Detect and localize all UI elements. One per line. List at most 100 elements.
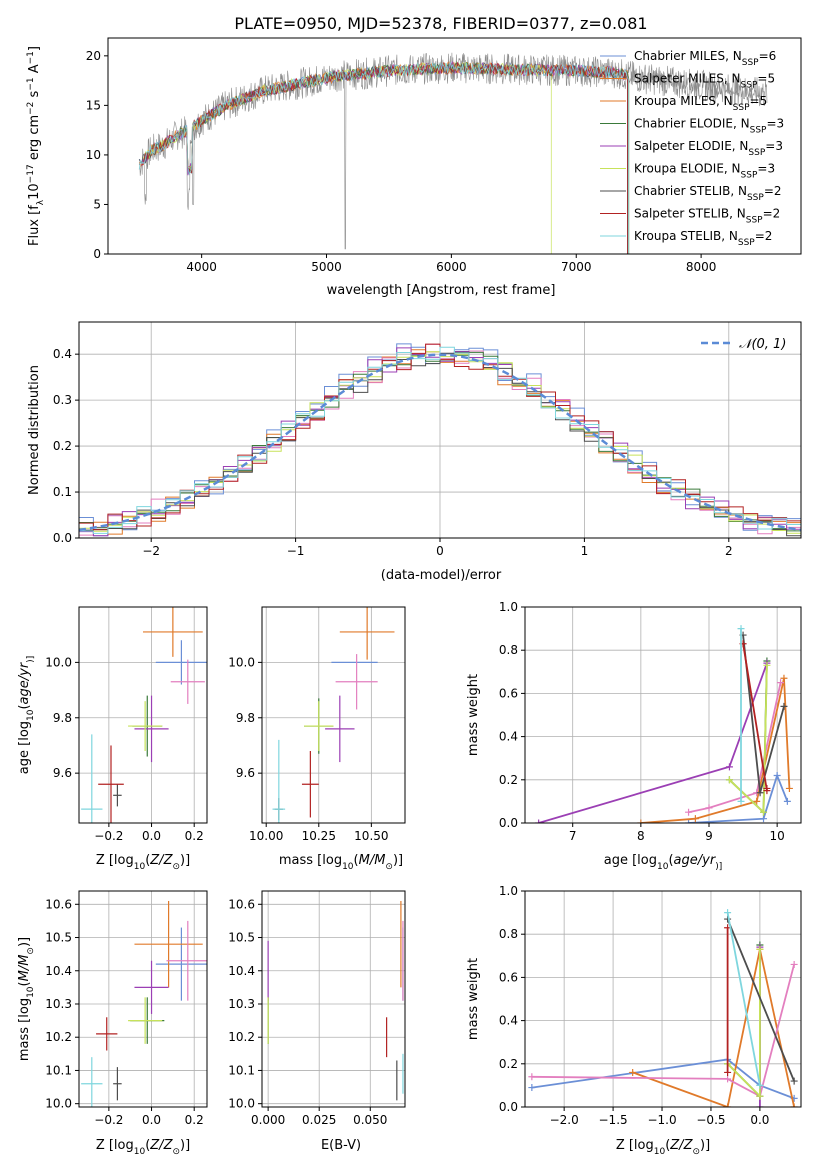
spectrum-legend: Chabrier MILES, NSSP=6 Salpeter MILES, NS… bbox=[600, 49, 784, 248]
mw-age-marker-1-3 bbox=[773, 771, 781, 779]
mw-age-marker-1-4 bbox=[783, 797, 791, 805]
mw-age-marker-9-1 bbox=[737, 625, 745, 633]
age-z-ytick-label: 10.0 bbox=[45, 655, 72, 669]
spectrum-ytick-label: 5 bbox=[93, 197, 101, 211]
age-z-xlabel: Z [log10(Z/Z⊙)] bbox=[96, 853, 190, 872]
age-z-xtick-label: −0.2 bbox=[94, 829, 123, 843]
mw-age-ytick-label: 0.4 bbox=[499, 730, 518, 744]
gaussian-legend-label: 𝒩(0, 1) bbox=[739, 337, 786, 352]
mw-age-marker-2-3 bbox=[753, 797, 761, 805]
mw-age-ytick-label: 0.0 bbox=[499, 816, 518, 830]
mass-ebv-ytick-label: 10.6 bbox=[228, 897, 255, 911]
mw-z-marker-6-3 bbox=[756, 945, 764, 953]
mass-z-ytick-label: 10.5 bbox=[45, 931, 72, 945]
residual-panel: −2 −1 0 1 2 0.0 0.1 0.2 0.3 0.4 𝒩(0, 1) (data-mod… bbox=[27, 321, 802, 583]
residual-ytick-label: 0.1 bbox=[53, 485, 72, 499]
mass-z-ytick-label: 10.2 bbox=[45, 1030, 72, 1044]
age-mass-xtick-label: 10.25 bbox=[302, 829, 336, 843]
residual-series bbox=[78, 343, 802, 538]
mw-age-marker-2-5 bbox=[785, 784, 793, 792]
mw-age-marker-2-1 bbox=[637, 819, 645, 823]
age-mass-ytick-label: 9.6 bbox=[236, 766, 255, 780]
mw-age-marker-3-4 bbox=[777, 679, 785, 687]
mw-z-marker-2-4 bbox=[790, 1103, 798, 1107]
mass-z-frame bbox=[78, 890, 208, 1108]
mw-z-ylabel: mass weight bbox=[466, 958, 481, 1040]
model-fit-line-8 bbox=[141, 61, 628, 254]
mw-z-ytick-label: 0.8 bbox=[499, 927, 518, 941]
mw-z-marker-6-2 bbox=[756, 1092, 764, 1100]
mw-z-marker-3-1 bbox=[528, 1073, 536, 1081]
mass-ebv-xtick-label: 0.050 bbox=[353, 1113, 387, 1127]
mass-z-xtick-label: 0.2 bbox=[185, 1113, 204, 1127]
legend-label-9: Kroupa STELIB, NSSP=2 bbox=[634, 229, 772, 248]
mw-z-line-7 bbox=[726, 918, 795, 1082]
legend-label-4: Chabrier ELODIE, NSSP=3 bbox=[634, 117, 784, 136]
model-fit-line-7 bbox=[138, 61, 628, 254]
mw-z-marker-3-4 bbox=[790, 960, 798, 968]
mw-z-line-1 bbox=[531, 1058, 795, 1100]
residual-xtick-label: −2 bbox=[142, 544, 160, 558]
age-mass-xlabel: mass [log10(M/M⊙)] bbox=[279, 853, 403, 872]
mass-weight-vs-metallicity-panel: −2.0 −1.5 −1.0 −0.5 0.0 0.0 0.2 0.4 0.6 0.8 1.0 Z [… bbox=[466, 884, 802, 1157]
mw-z-marker-1-1 bbox=[528, 1084, 536, 1092]
spectrum-xlabel: wavelength [Angstrom, rest frame] bbox=[327, 283, 556, 298]
mass-z-xtick-label: −0.2 bbox=[94, 1113, 123, 1127]
spectrum-ylabel: Flux [fλ10−17 erg cm−2 s−1 A−1] bbox=[26, 46, 46, 246]
spectrum-series bbox=[138, 52, 768, 254]
mw-z-marker-9-2 bbox=[756, 1081, 764, 1089]
mw-z-ytick-label: 0.0 bbox=[499, 1100, 518, 1114]
model-fit-line-2 bbox=[140, 61, 630, 254]
residual-xtick-label: −1 bbox=[287, 544, 305, 558]
mw-age-line-3 bbox=[688, 682, 782, 814]
mw-z-marker-5-1 bbox=[756, 1103, 764, 1107]
age-mass-ytick-label: 10.0 bbox=[228, 655, 255, 669]
mw-z-marker-2-1 bbox=[629, 1068, 637, 1076]
mw-z-xtick-label: −2.0 bbox=[550, 1113, 579, 1127]
mw-z-xlabel: Z [log10(Z/Z⊙)] bbox=[616, 1138, 710, 1157]
residual-ytick-label: 0.2 bbox=[53, 439, 72, 453]
model-fit-line-5 bbox=[141, 60, 628, 254]
mw-age-marker-5-2 bbox=[725, 763, 733, 771]
mass-ebv-ytick-label: 10.0 bbox=[228, 1097, 255, 1111]
age-mass-xtick-label: 10.00 bbox=[249, 829, 283, 843]
mw-z-xtick-label: −1.5 bbox=[599, 1113, 628, 1127]
mw-z-ytick-label: 0.4 bbox=[499, 1014, 518, 1028]
mw-z-marker-7-2 bbox=[790, 1077, 798, 1085]
mw-age-series bbox=[535, 625, 793, 823]
mw-z-xtick-label: 0.0 bbox=[750, 1113, 769, 1127]
mass-z-xlabel: Z [log10(Z/Z⊙)] bbox=[96, 1138, 190, 1157]
mw-age-marker-3-2 bbox=[705, 804, 713, 812]
age-z-ylabel: age [log10(age/yr)] bbox=[17, 656, 36, 774]
spectrum-xtick-label: 5000 bbox=[311, 260, 342, 274]
age-vs-metallicity-panel: −0.2 0.0 0.2 9.6 9.8 10.0 Z [log10(Z/Z⊙)] age [… bbox=[17, 606, 208, 872]
mass-ebv-ytick-label: 10.1 bbox=[228, 1063, 255, 1077]
spectrum-axes: 4000 5000 6000 7000 8000 0 5 10 15 20 bbox=[86, 49, 717, 274]
mass-ebv-frame bbox=[261, 890, 406, 1108]
mw-z-marker-3-2 bbox=[724, 1075, 732, 1083]
legend-label-7: Chabrier STELIB, NSSP=2 bbox=[634, 184, 782, 203]
residual-xtick-label: 1 bbox=[581, 544, 589, 558]
mw-age-xtick-label: 7 bbox=[569, 829, 577, 843]
spectrum-ytick-label: 15 bbox=[86, 98, 101, 112]
mass-z-ytick-label: 10.4 bbox=[45, 964, 72, 978]
mw-age-ytick-label: 0.6 bbox=[499, 686, 518, 700]
spectrum-frame bbox=[107, 37, 802, 255]
residual-xtick-label: 0 bbox=[436, 544, 444, 558]
age-mass-xtick-label: 10.50 bbox=[354, 829, 388, 843]
mw-z-marker-8-2 bbox=[724, 1068, 732, 1076]
age-z-xtick-label: 0.0 bbox=[142, 829, 161, 843]
mw-z-marker-2-2 bbox=[724, 1103, 732, 1107]
age-z-ytick-label: 9.6 bbox=[53, 766, 72, 780]
mw-age-marker-1-2 bbox=[760, 815, 768, 823]
age-z-ytick-label: 9.8 bbox=[53, 711, 72, 725]
mass-weight-vs-age-panel: 7 8 9 10 0.0 0.2 0.4 0.6 0.8 1.0 age [log10(age/yr… bbox=[466, 600, 802, 872]
model-fit-line-4 bbox=[143, 60, 630, 254]
model-fit-line-1 bbox=[138, 61, 628, 254]
mw-z-series bbox=[528, 909, 798, 1107]
mw-age-line-2 bbox=[640, 678, 791, 823]
spectrum-axes: 4000 5000 6000 7000 8000 0 5 10 15 20 bbox=[86, 49, 717, 274]
mw-age-marker-1-1 bbox=[685, 819, 693, 823]
mass-z-axes: −0.2 0.0 0.2 10.0 10.1 10.2 10.3 10.4 10.5 10.6 bbox=[45, 891, 207, 1127]
